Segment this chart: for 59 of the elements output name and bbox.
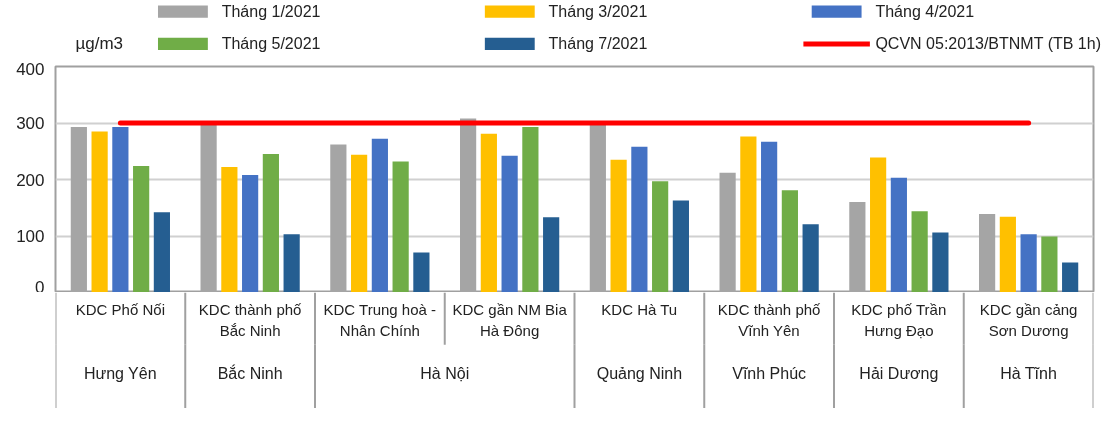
legend-label: Tháng 5/2021 bbox=[221, 35, 321, 53]
x-tick-label: KDC Hà Tu bbox=[601, 300, 678, 318]
legend-label: Tháng 4/2021 bbox=[875, 3, 975, 21]
bar bbox=[371, 138, 388, 292]
bar bbox=[610, 159, 627, 292]
bar bbox=[932, 232, 949, 292]
y-tick-label: 400 bbox=[16, 59, 45, 79]
bar bbox=[153, 212, 170, 292]
text: Hải Dương bbox=[859, 365, 939, 383]
text: Hưng Yên bbox=[83, 365, 157, 383]
bar bbox=[672, 200, 689, 292]
bar bbox=[781, 190, 798, 292]
bar bbox=[392, 161, 409, 292]
bar bbox=[543, 217, 560, 292]
y-tick-label: 300 bbox=[16, 114, 45, 133]
x-tick-label: KDC Phố Nối bbox=[75, 300, 165, 318]
bar bbox=[501, 155, 518, 292]
y-axis-title: µg/m3 bbox=[75, 34, 124, 54]
text: Hà Nội bbox=[420, 365, 470, 383]
x-tick-label: KDC thành phố Vĩnh Yên bbox=[717, 300, 822, 339]
y-tick-label: 100 bbox=[16, 227, 45, 246]
bar bbox=[1062, 262, 1079, 292]
y-tick-label: 0 bbox=[35, 277, 45, 297]
bar bbox=[740, 136, 757, 292]
text: Quảng Ninh bbox=[596, 365, 683, 383]
legend-label: Tháng 3/2021 bbox=[548, 3, 648, 21]
bar bbox=[802, 224, 819, 292]
text: Vĩnh Phúc bbox=[732, 365, 807, 383]
bar bbox=[631, 146, 648, 292]
bar bbox=[761, 141, 778, 292]
bar bbox=[911, 211, 928, 292]
bar bbox=[242, 174, 259, 292]
bar bbox=[522, 126, 539, 292]
bar bbox=[999, 216, 1016, 292]
x-tick-label: KDC gần NM Bia Hà Đông bbox=[452, 300, 568, 339]
bar bbox=[1041, 236, 1058, 292]
text: Hà Tĩnh bbox=[1000, 365, 1057, 383]
bar bbox=[262, 154, 279, 292]
bar bbox=[283, 234, 300, 292]
bar bbox=[870, 157, 887, 292]
y-tick-label: 200 bbox=[16, 170, 45, 190]
bar bbox=[652, 181, 669, 292]
legend-label: QCVN 05:2013/BTNMT (TB 1h) bbox=[875, 35, 1101, 53]
bar bbox=[480, 133, 497, 292]
bar bbox=[221, 167, 238, 292]
bar bbox=[133, 165, 150, 292]
x-tick-label: KDC thành phố Bắc Ninh bbox=[198, 300, 303, 339]
bar bbox=[413, 252, 430, 292]
bar bbox=[112, 126, 129, 292]
text: Bắc Ninh bbox=[217, 364, 283, 383]
legend-label: Tháng 1/2021 bbox=[221, 3, 321, 21]
bar bbox=[91, 131, 108, 292]
bar bbox=[890, 177, 907, 292]
bar bbox=[351, 154, 368, 292]
x-tick-label: KDC Trung hoà - Nhân Chính bbox=[323, 300, 437, 339]
x-tick-label: KDC phố Trần Hưng Đạo bbox=[851, 300, 947, 339]
x-tick-label: KDC gần cảng Sơn Dương bbox=[979, 300, 1078, 339]
legend-label: Tháng 7/2021 bbox=[548, 35, 648, 53]
bar bbox=[1020, 234, 1037, 292]
